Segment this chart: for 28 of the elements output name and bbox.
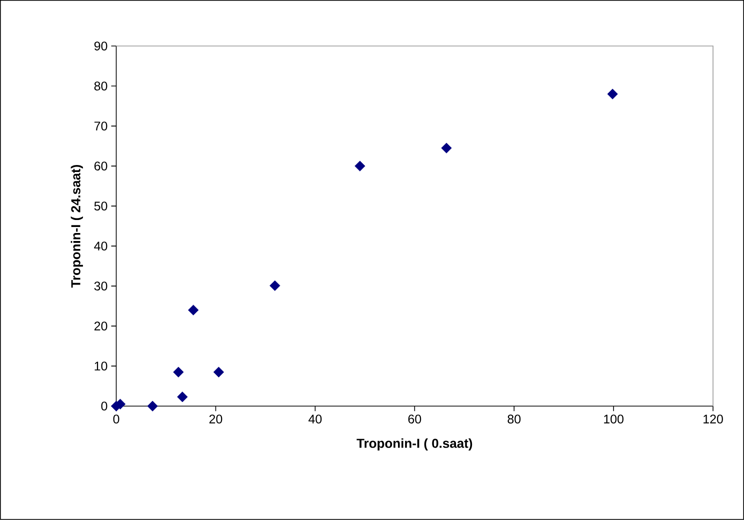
point <box>441 142 452 154</box>
y-tick-label: 90 <box>94 42 108 51</box>
point <box>270 280 280 292</box>
x-axis-title: Troponin-I ( 0.saat) <box>356 438 472 451</box>
x-tick-label: 40 <box>308 414 322 424</box>
y-tick-label: 20 <box>94 322 108 331</box>
point <box>213 366 224 378</box>
point <box>173 366 184 378</box>
y-tick-label: 80 <box>94 82 108 91</box>
point <box>354 160 366 172</box>
x-tick-label: 120 <box>704 414 723 424</box>
y-axis-title: Troponin-I ( 24.saat) <box>70 165 83 288</box>
x-tick-label: 60 <box>408 414 422 424</box>
y-tick-label: 0 <box>101 402 108 411</box>
x-tick-label: 0 <box>113 414 120 424</box>
y-tick-label: 30 <box>94 282 108 291</box>
point <box>607 88 618 100</box>
y-tick-label: 40 <box>94 242 108 251</box>
y-tick-label: 10 <box>94 362 108 371</box>
x-tick-label: 80 <box>508 414 521 424</box>
point <box>177 392 188 402</box>
point <box>188 304 199 316</box>
x-tick-label: 100 <box>604 414 624 424</box>
y-tick-label: 50 <box>94 202 108 211</box>
point <box>147 400 158 412</box>
y-tick-label: 60 <box>94 162 108 171</box>
y-tick-label: 70 <box>94 122 108 131</box>
x-tick-label: 20 <box>209 414 222 424</box>
